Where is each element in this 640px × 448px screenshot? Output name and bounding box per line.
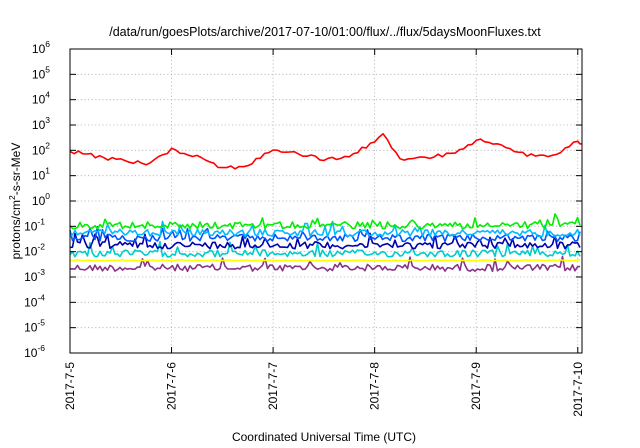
x-axis-label: Coordinated Universal Time (UTC) [232,430,416,444]
series-line [69,225,581,243]
y-tick-label: 10-3 [24,267,45,284]
x-tick-label: 2017-7-10 [571,362,585,417]
y-tick-label: 104 [32,90,50,107]
y-tick-label: 106 [32,39,50,56]
y-axis-label-main: protons/cm [9,200,23,259]
series-line [69,213,581,230]
series-line [69,133,583,170]
y-axis-label-rest: -s-sr-MeV [9,143,23,196]
grid [70,49,582,353]
y-axis-label: protons/cm2-s-sr-MeV [7,143,23,260]
series-line [69,232,581,250]
y-tick-label: 10-5 [24,318,45,335]
chart-title: /data/run/goesPlots/archive/2017-07-10/0… [109,25,541,39]
x-tick-label: 2017-7-5 [63,362,77,410]
y-tick-label: 101 [32,166,50,183]
y-tick-label: 100 [32,191,50,208]
y-axis-label-sup: 2 [7,195,17,200]
y-tick-label: 10-1 [24,216,45,233]
series-group [69,133,583,273]
y-tick-label: 105 [32,64,50,81]
y-tick-label: 10-2 [24,242,45,259]
x-tick-label: 2017-7-9 [469,362,483,410]
series-line [70,258,581,262]
y-tick-label: 10-6 [24,343,45,360]
series-line [69,240,581,258]
x-tick-label: 2017-7-8 [368,362,382,410]
y-tick-label: 103 [32,115,50,132]
y-tick-label: 10-4 [24,292,45,309]
y-tick-label: 102 [32,140,50,157]
axis-ticks: 10-6 10-5 10-4 10-3 10-2 10-1 100 101 102 103 104 1… [24,39,585,417]
x-tick-label: 2017-7-6 [165,362,179,410]
series-line [69,255,581,273]
x-tick-label: 2017-7-7 [266,362,280,410]
